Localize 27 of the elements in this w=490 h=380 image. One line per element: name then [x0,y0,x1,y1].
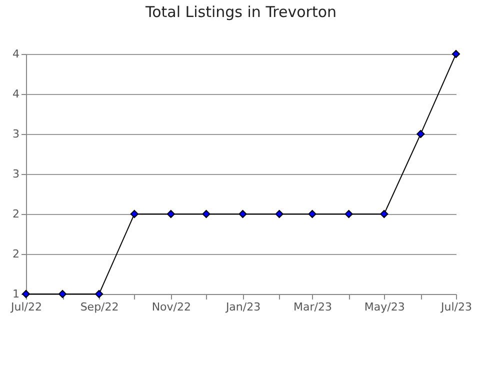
point [344,210,353,218]
y-tick-label: 3 [12,128,20,140]
x-tick-label: Jan/23 [224,300,261,314]
x-tick-label: May/23 [364,300,405,314]
x-tick-label: Jul/22 [10,300,42,314]
point [275,210,284,218]
point [202,210,210,218]
x-tick-label: Nov/22 [152,300,191,314]
x-tick-label: Sep/22 [80,300,119,314]
chart-title: Total Listings in Trevorton [144,3,337,21]
y-tick-label: 2 [12,208,20,220]
point [452,50,460,58]
point [58,290,67,298]
point [130,210,138,218]
point [416,130,425,138]
x-tick-label: Jul/23 [440,300,472,314]
y-tick-label: 2 [12,248,20,260]
point [380,210,388,218]
point [95,290,104,298]
point [308,210,316,218]
y-tick-label: 4 [12,88,20,100]
y-tick-label: 4 [12,48,20,60]
point [238,210,247,218]
y-tick-label: 3 [12,168,20,180]
y-tick-label: 1 [12,288,20,300]
x-tick-label: Mar/23 [294,300,332,314]
point [166,210,175,218]
